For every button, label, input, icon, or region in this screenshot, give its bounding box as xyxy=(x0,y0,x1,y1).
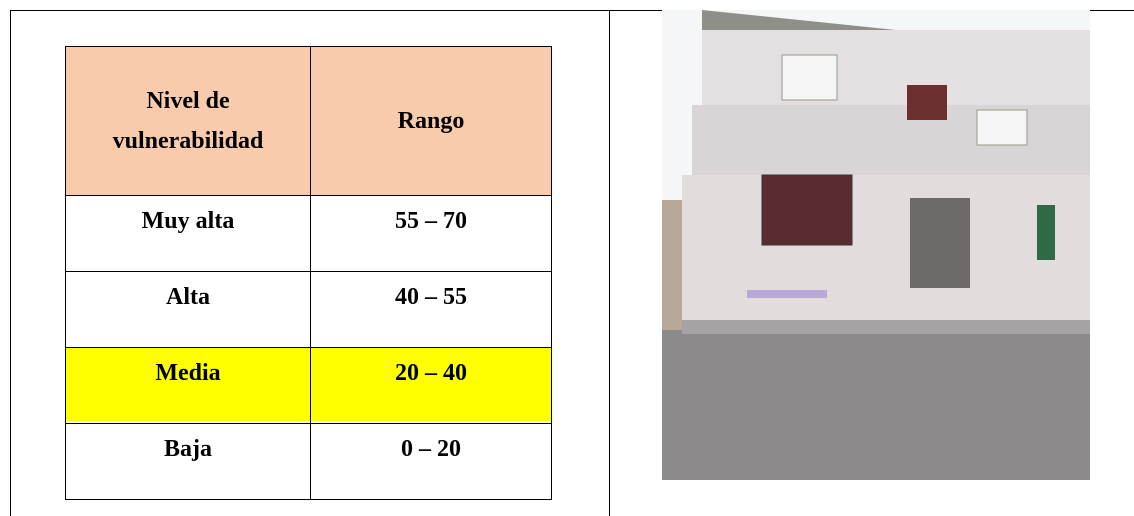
cell: 20 – 40 xyxy=(311,348,552,424)
frame-left xyxy=(10,10,11,516)
cell-text: Baja xyxy=(66,424,310,463)
header-cell: Nivel de vulnerabilidad xyxy=(66,47,311,196)
row-highlighted: Media 20 – 40 xyxy=(66,348,552,424)
cell: 0 – 20 xyxy=(311,424,552,500)
door xyxy=(1037,205,1055,260)
cell: Media xyxy=(66,348,311,424)
window xyxy=(782,55,837,100)
lower-wall xyxy=(682,175,1090,335)
cell: Baja xyxy=(66,424,311,500)
balcony xyxy=(692,105,1090,175)
page: Nivel de vulnerabilidad Rango Muy alta 5… xyxy=(0,0,1134,516)
bench xyxy=(747,290,827,298)
row: Alta 40 – 55 xyxy=(66,272,552,348)
building-photo xyxy=(662,10,1090,480)
frame-divider xyxy=(609,10,610,516)
header-row: Nivel de vulnerabilidad Rango xyxy=(66,47,552,196)
vulnerability-table: Nivel de vulnerabilidad Rango Muy alta 5… xyxy=(65,46,552,500)
cell-text: 40 – 55 xyxy=(311,272,551,311)
cell-text: 20 – 40 xyxy=(311,348,551,421)
header-text: Nivel de vulnerabilidad xyxy=(83,81,293,161)
header-cell: Rango xyxy=(311,47,552,196)
cell-text: Muy alta xyxy=(66,196,310,235)
pavement xyxy=(662,330,1090,480)
row: Baja 0 – 20 xyxy=(66,424,552,500)
row: Muy alta 55 – 70 xyxy=(66,196,552,272)
cell-text: 55 – 70 xyxy=(311,196,551,235)
cell-text: 0 – 20 xyxy=(311,424,551,463)
shutter xyxy=(910,198,970,288)
window xyxy=(977,110,1027,145)
cell-text: Media xyxy=(66,348,310,421)
cell: Alta xyxy=(66,272,311,348)
cell-text: Alta xyxy=(66,272,310,311)
cell: 55 – 70 xyxy=(311,196,552,272)
cell: Muy alta xyxy=(66,196,311,272)
sidewalk xyxy=(682,320,1090,334)
window xyxy=(907,85,947,120)
header-text: Rango xyxy=(326,101,536,141)
window xyxy=(762,175,852,245)
cell: 40 – 55 xyxy=(311,272,552,348)
